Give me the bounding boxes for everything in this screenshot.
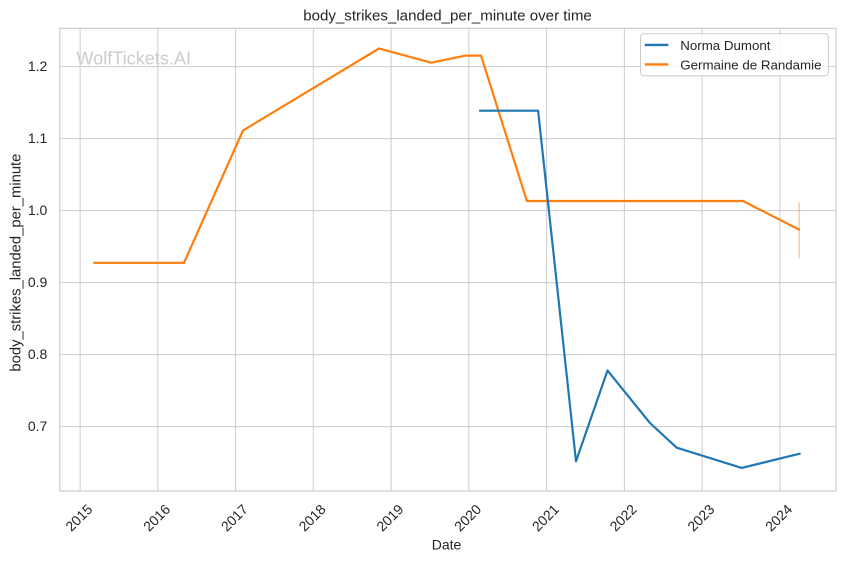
- svg-text:1.0: 1.0: [28, 202, 48, 218]
- svg-text:0.8: 0.8: [28, 346, 48, 362]
- svg-text:0.9: 0.9: [28, 274, 48, 290]
- svg-text:WolfTickets.AI: WolfTickets.AI: [76, 48, 191, 68]
- svg-text:1.1: 1.1: [28, 130, 48, 146]
- svg-text:0.7: 0.7: [28, 418, 48, 434]
- svg-text:body_strikes_landed_per_minute: body_strikes_landed_per_minute: [8, 154, 24, 372]
- svg-text:1.2: 1.2: [28, 58, 48, 74]
- svg-text:body_strikes_landed_per_minute: body_strikes_landed_per_minute over time: [303, 8, 592, 25]
- svg-text:Date: Date: [432, 536, 462, 552]
- svg-text:Germaine de Randamie: Germaine de Randamie: [680, 57, 821, 72]
- svg-text:Norma Dumont: Norma Dumont: [680, 38, 770, 53]
